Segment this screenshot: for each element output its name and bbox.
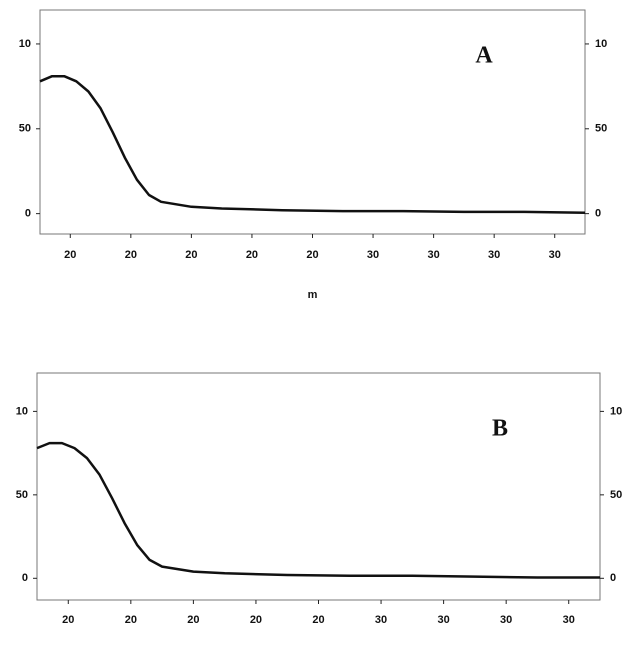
x-tick-label: 20 [250,614,262,626]
x-tick-label: 20 [246,249,258,261]
y-tick-label: 50 [19,123,31,135]
x-tick-label: 20 [125,249,137,261]
x-tick-label: 30 [500,614,512,626]
panel-label: B [492,416,508,442]
x-tick-label: 20 [306,249,318,261]
plot-frame [39,9,586,235]
y-tick-label: 10 [19,38,31,50]
y2-tick-label: 0 [610,572,616,584]
y-tick-label: 0 [25,208,31,220]
x-tick-label: 20 [64,249,76,261]
data-line [39,74,586,215]
y-tick-label: 0 [22,572,28,584]
panel-label: A [475,43,493,69]
x-tick-label: 20 [62,614,74,626]
x-tick-label: 30 [427,249,439,261]
x-tick-label: 30 [437,614,449,626]
y2-tick-label: 50 [595,123,607,135]
x-tick-label: 30 [563,614,575,626]
data-line [36,441,600,579]
x-tick-label: 30 [375,614,387,626]
x-tick-label: 20 [185,249,197,261]
x-axis-label: m [308,289,318,301]
plot-frame [36,372,601,601]
y2-tick-label: 10 [595,38,607,50]
y-tick-label: 10 [16,405,28,417]
x-tick-label: 20 [312,614,324,626]
x-tick-label: 30 [367,249,379,261]
y2-tick-label: 10 [610,405,622,417]
y2-tick-label: 0 [595,208,601,220]
x-tick-label: 30 [488,249,500,261]
y-tick-label: 50 [16,489,28,501]
x-tick-label: 20 [187,614,199,626]
x-tick-label: 30 [549,249,561,261]
y2-tick-label: 50 [610,489,622,501]
x-tick-label: 20 [125,614,137,626]
